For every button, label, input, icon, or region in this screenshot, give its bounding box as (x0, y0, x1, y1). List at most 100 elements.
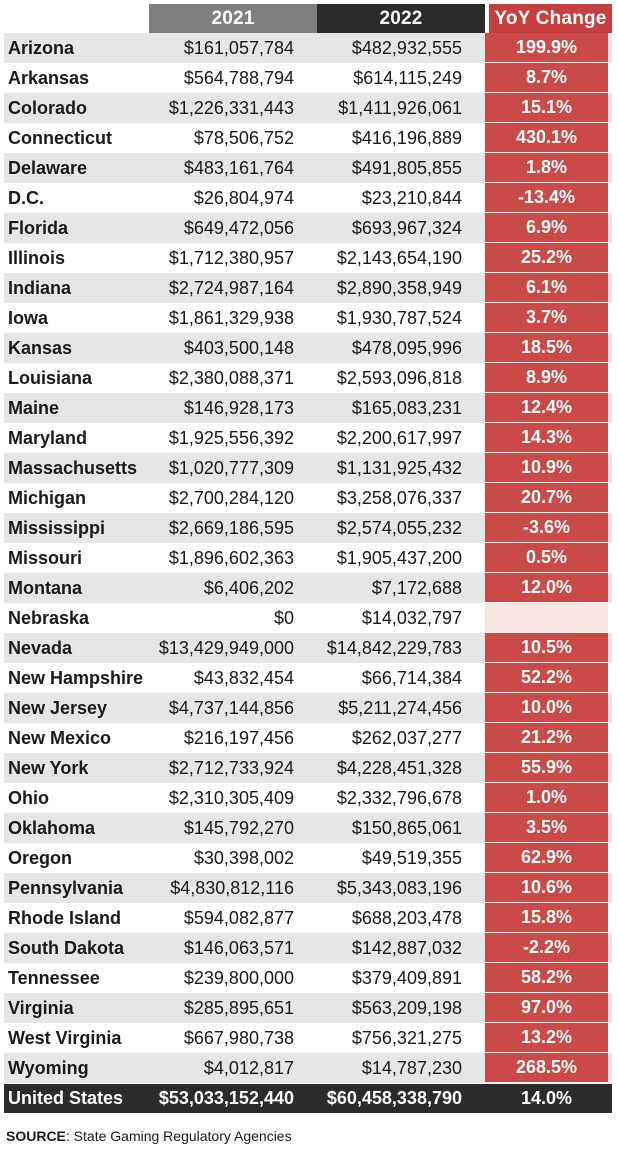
header-2022: 2022 (317, 4, 485, 33)
header-2021: 2021 (149, 4, 317, 33)
yoy-change: 1.0% (485, 783, 608, 813)
table-row: Nevada $13,429,949,000 $14,842,229,783 10.5… (4, 633, 612, 663)
value-2022: $416,196,889 (351, 127, 462, 148)
table-row: Missouri $1,896,602,363 $1,905,437,200 0.5% (4, 543, 612, 573)
state-name: Louisiana (8, 367, 93, 388)
state-name: Florida (8, 217, 69, 238)
state-name: Nevada (8, 637, 73, 658)
value-2022: $491,805,855 (351, 157, 462, 178)
value-2021: $146,063,571 (183, 937, 294, 958)
value-2022: $1,930,787,524 (336, 307, 462, 328)
state-name: Pennsylvania (8, 877, 124, 898)
yoy-change: -13.4% (485, 183, 608, 213)
yoy-change: 12.4% (485, 393, 608, 423)
yoy-change: 52.2% (485, 663, 608, 693)
table-row: Virginia $285,895,651 $563,209,198 97.0% (4, 993, 612, 1023)
yoy-change: 55.9% (485, 753, 608, 783)
table-row: Massachusetts $1,020,777,309 $1,131,925,43… (4, 453, 612, 483)
value-2022: $1,905,437,200 (336, 547, 462, 568)
value-2022: $2,332,796,678 (336, 787, 462, 808)
yoy-change: -2.2% (485, 933, 608, 963)
table-row: Oklahoma $145,792,270 $150,865,061 3.5% (4, 813, 612, 843)
state-name: Mississippi (8, 517, 106, 538)
state-name: Arizona (8, 37, 75, 58)
state-name: Massachusetts (8, 457, 138, 478)
table-row: Pennsylvania $4,830,812,116 $5,343,083,196… (4, 873, 612, 903)
total-row: United States $53,033,152,440 $60,458,33… (4, 1084, 612, 1113)
value-2021: $0 (273, 607, 294, 628)
yoy-change: 10.9% (485, 453, 608, 483)
yoy-change: 62.9% (485, 843, 608, 873)
yoy-change: 8.9% (485, 363, 608, 393)
yoy-change: 18.5% (485, 333, 608, 363)
table-row: New Hampshire $43,832,454 $66,714,384 52.2% (4, 663, 612, 693)
value-2022: $693,967,324 (351, 217, 462, 238)
table-row: Florida $649,472,056 $693,967,324 6.9% (4, 213, 612, 243)
state-name: Nebraska (8, 607, 90, 628)
state-name: Connecticut (8, 127, 113, 148)
total-2022: $60,458,338,790 (326, 1088, 462, 1108)
value-2021: $1,861,329,938 (168, 307, 294, 328)
table-row: New Mexico $216,197,456 $262,037,277 21.2% (4, 723, 612, 753)
yoy-change: 0.5% (485, 543, 608, 573)
table-row: Rhode Island $594,082,877 $688,203,478 15.8… (4, 903, 612, 933)
value-2022: $262,037,277 (351, 727, 462, 748)
value-2021: $2,724,987,164 (168, 277, 294, 298)
table-row: Tennessee $239,800,000 $379,409,891 58.2% (4, 963, 612, 993)
value-2021: $594,082,877 (183, 907, 294, 928)
value-2022: $23,210,844 (361, 187, 462, 208)
state-name: South Dakota (8, 937, 125, 958)
value-2022: $2,890,358,949 (336, 277, 462, 298)
value-2021: $2,669,186,595 (168, 517, 294, 538)
value-2022: $1,411,926,061 (338, 97, 462, 118)
yoy-change: 15.1% (485, 93, 608, 123)
value-2021: $78,506,752 (193, 127, 294, 148)
state-name: D.C. (8, 187, 44, 208)
yoy-change: 1.8% (485, 153, 608, 183)
state-name: Illinois (8, 247, 66, 268)
table-row: D.C. $26,804,974 $23,210,844 -13.4% (4, 183, 612, 213)
table-row: New Jersey $4,737,144,856 $5,211,274,456 10… (4, 693, 612, 723)
value-2022: $49,519,355 (361, 847, 462, 868)
value-2021: $13,429,949,000 (158, 637, 294, 658)
value-2022: $14,032,797 (361, 607, 462, 628)
table-row: Maryland $1,925,556,392 $2,200,617,997 14.3… (4, 423, 612, 453)
yoy-change: 3.5% (485, 813, 608, 843)
table-row: Iowa $1,861,329,938 $1,930,787,524 3.7% (4, 303, 612, 333)
value-2022: $3,258,076,337 (336, 487, 462, 508)
value-2022: $5,343,083,196 (336, 877, 462, 898)
table-row: Kansas $403,500,148 $478,095,996 18.5% (4, 333, 612, 363)
value-2021: $161,057,784 (183, 37, 294, 58)
state-name: Ohio (8, 787, 49, 808)
table-row: Nebraska $0 $14,032,797 (4, 603, 612, 633)
yoy-change: 13.2% (485, 1023, 608, 1053)
table-row: Montana $6,406,202 $7,172,688 12.0% (4, 573, 612, 603)
value-2021: $2,700,284,120 (168, 487, 294, 508)
yoy-change: -3.6% (485, 513, 608, 543)
state-name: New Jersey (8, 697, 108, 718)
value-2022: $2,143,654,190 (336, 247, 462, 268)
value-2021: $216,197,456 (183, 727, 294, 748)
yoy-change: 10.5% (485, 633, 608, 663)
value-2021: $146,928,173 (183, 397, 294, 418)
yoy-change: 14.3% (485, 423, 608, 453)
state-name: New Mexico (8, 727, 112, 748)
value-2022: $1,131,925,432 (336, 457, 462, 478)
yoy-change: 10.6% (485, 873, 608, 903)
value-2022: $614,115,249 (353, 67, 462, 88)
state-name: Arkansas (8, 67, 90, 88)
yoy-change: 21.2% (485, 723, 608, 753)
value-2021: $26,804,974 (193, 187, 294, 208)
state-name: Maryland (8, 427, 88, 448)
value-2022: $14,787,230 (361, 1057, 462, 1078)
state-name: Wyoming (8, 1057, 89, 1078)
state-name: Iowa (8, 307, 49, 328)
value-2021: $483,161,764 (183, 157, 294, 178)
value-2022: $379,409,891 (351, 967, 462, 988)
state-name: New Hampshire (8, 667, 144, 688)
state-name: Maine (8, 397, 60, 418)
state-name: Missouri (8, 547, 83, 568)
value-2021: $4,830,812,116 (170, 877, 294, 898)
yoy-change: 12.0% (485, 573, 608, 603)
value-2021: $145,792,270 (183, 817, 294, 838)
